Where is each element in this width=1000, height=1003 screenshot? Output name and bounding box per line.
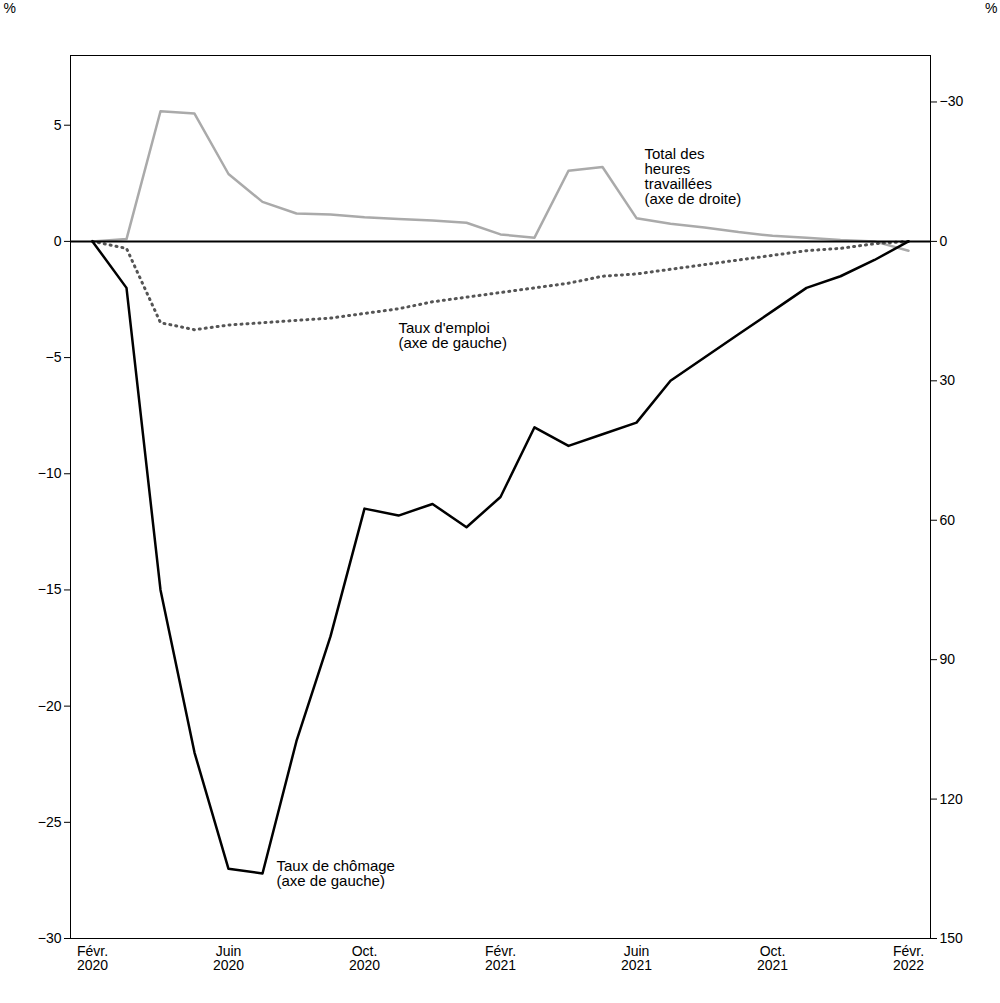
svg-text:−5: −5 <box>46 349 62 365</box>
svg-text:%: % <box>985 0 997 16</box>
svg-text:Total desheurestravaillées(axe: Total desheurestravaillées(axe de droite… <box>645 145 742 207</box>
svg-text:Taux de chômage(axe de gauche): Taux de chômage(axe de gauche) <box>277 857 395 889</box>
svg-text:0: 0 <box>54 233 62 249</box>
svg-text:Juin2020: Juin2020 <box>213 943 244 973</box>
svg-text:150: 150 <box>940 930 964 946</box>
svg-text:120: 120 <box>940 791 964 807</box>
svg-text:%: % <box>4 0 16 16</box>
svg-text:−20: −20 <box>38 698 62 714</box>
svg-text:Févr.2020: Févr.2020 <box>77 943 108 973</box>
svg-text:30: 30 <box>940 372 956 388</box>
svg-text:Oct.2020: Oct.2020 <box>349 943 380 973</box>
svg-text:Juin2021: Juin2021 <box>621 943 652 973</box>
svg-text:Févr.2022: Févr.2022 <box>893 943 924 973</box>
svg-text:0: 0 <box>940 233 948 249</box>
svg-text:5: 5 <box>54 117 62 133</box>
svg-text:Taux d'emploi(axe de gauche): Taux d'emploi(axe de gauche) <box>399 319 507 351</box>
svg-text:90: 90 <box>940 651 956 667</box>
svg-text:−10: −10 <box>38 465 62 481</box>
svg-text:−30: −30 <box>38 930 62 946</box>
svg-text:Févr.2021: Févr.2021 <box>485 943 516 973</box>
svg-text:−30: −30 <box>940 93 964 109</box>
svg-text:Oct.2021: Oct.2021 <box>757 943 788 973</box>
svg-text:60: 60 <box>940 512 956 528</box>
svg-text:−25: −25 <box>38 814 62 830</box>
svg-text:−15: −15 <box>38 581 62 597</box>
